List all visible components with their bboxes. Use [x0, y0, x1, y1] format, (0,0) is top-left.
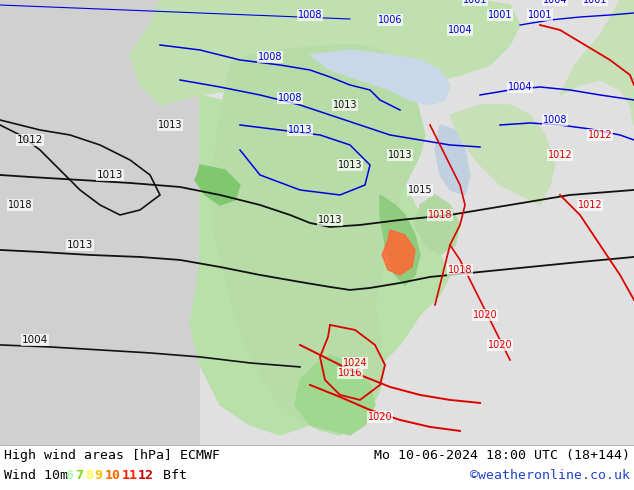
Text: 1013: 1013 [67, 240, 93, 250]
Polygon shape [130, 0, 520, 105]
Polygon shape [382, 230, 415, 275]
Polygon shape [415, 195, 460, 255]
Text: 1013: 1013 [97, 170, 123, 180]
Polygon shape [210, 45, 425, 435]
Text: 1004: 1004 [543, 0, 567, 5]
Bar [0, 0, 200, 445]
Text: Mo 10-06-2024 18:00 UTC (18+144): Mo 10-06-2024 18:00 UTC (18+144) [374, 449, 630, 463]
Text: 1001: 1001 [488, 10, 512, 20]
Text: 1016: 1016 [338, 368, 362, 378]
Text: 1018: 1018 [448, 265, 472, 275]
Text: 1008: 1008 [258, 52, 282, 62]
Text: 1001: 1001 [463, 0, 488, 5]
Text: 1024: 1024 [343, 358, 367, 368]
Polygon shape [310, 50, 450, 105]
Text: 7: 7 [75, 469, 83, 483]
Text: 1001: 1001 [527, 10, 552, 20]
Text: 1004: 1004 [448, 25, 472, 35]
Text: 1013: 1013 [288, 125, 313, 135]
Text: 1013: 1013 [338, 160, 362, 170]
Text: 1013: 1013 [318, 215, 342, 225]
Text: 1004: 1004 [22, 335, 48, 345]
Polygon shape [380, 195, 420, 285]
Text: High wind areas [hPa] ECMWF: High wind areas [hPa] ECMWF [4, 449, 220, 463]
Text: 1018: 1018 [428, 210, 452, 220]
Text: 1008: 1008 [298, 10, 322, 20]
Text: 1020: 1020 [473, 310, 497, 320]
Polygon shape [295, 355, 375, 435]
Text: 1012: 1012 [548, 150, 573, 160]
Text: 12: 12 [138, 469, 154, 483]
Polygon shape [560, 0, 634, 125]
Polygon shape [450, 105, 555, 205]
Polygon shape [195, 165, 240, 205]
Text: 1008: 1008 [278, 93, 302, 103]
Text: 1004: 1004 [508, 82, 533, 92]
Polygon shape [190, 95, 450, 435]
Text: 8: 8 [85, 469, 93, 483]
Text: 1020: 1020 [488, 340, 512, 350]
Text: 11: 11 [121, 469, 138, 483]
Text: 1012: 1012 [588, 130, 612, 140]
Text: 1008: 1008 [543, 115, 567, 125]
Text: ©weatheronline.co.uk: ©weatheronline.co.uk [470, 469, 630, 483]
Bar [200, 0, 634, 445]
Text: 6: 6 [65, 469, 74, 483]
Text: 1012: 1012 [578, 200, 602, 210]
Text: Wind 10m: Wind 10m [4, 469, 68, 483]
Text: 1013: 1013 [333, 100, 357, 110]
Text: 9: 9 [94, 469, 103, 483]
Text: 1001: 1001 [583, 0, 607, 5]
Text: Bft: Bft [155, 469, 187, 483]
Text: 1013: 1013 [158, 120, 182, 130]
Text: 1012: 1012 [17, 135, 43, 145]
Text: 1006: 1006 [378, 15, 402, 25]
Text: 1020: 1020 [368, 412, 392, 422]
Polygon shape [435, 125, 470, 195]
Text: 1013: 1013 [388, 150, 412, 160]
Text: 1018: 1018 [8, 200, 32, 210]
Text: 1015: 1015 [408, 185, 432, 195]
Text: 10: 10 [105, 469, 120, 483]
